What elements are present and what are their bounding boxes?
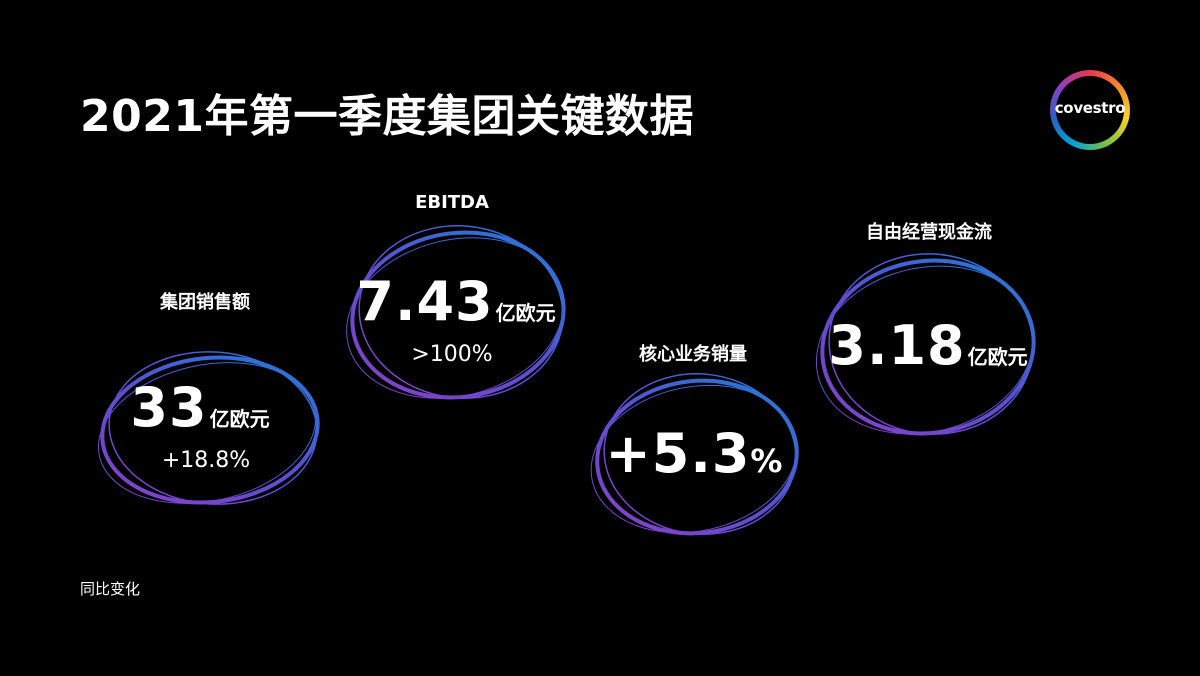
kpi-value: +5.3 % [606,422,783,485]
kpi-change: >100% [411,342,493,367]
scribble-circle [346,225,566,400]
kpi-value: 33 亿欧元 [130,376,269,439]
kpi-unit: 亿欧元 [967,345,1028,369]
scribble-circle [590,373,799,536]
logo-text: covestro [1054,99,1126,117]
kpi-label: 自由经营现金流 [866,222,992,243]
kpi-label: 集团销售额 [160,292,250,313]
kpi-number: 7.43 [356,270,494,333]
kpi-unit: 亿欧元 [209,407,270,431]
kpi-value: 3.18 亿欧元 [828,314,1027,377]
footnote: 同比变化 [80,580,141,598]
slide-title: 2021年第一季度集团关键数据 [80,91,694,142]
kpi-value: 7.43 亿欧元 [356,270,555,333]
scribble-circle [97,351,320,505]
kpi-number: 3.18 [828,314,966,377]
kpi-unit: % [750,442,783,480]
kpi-number: 33 [130,376,208,439]
kpi-unit: 亿欧元 [495,301,556,325]
kpi-label: 核心业务销量 [639,344,747,365]
kpi-label: EBITDA [415,192,489,213]
kpi-change: +18.8% [161,448,251,473]
scribble-circle [815,253,1036,436]
kpi-number: +5.3 [605,422,751,485]
logo-ring [1050,70,1130,150]
